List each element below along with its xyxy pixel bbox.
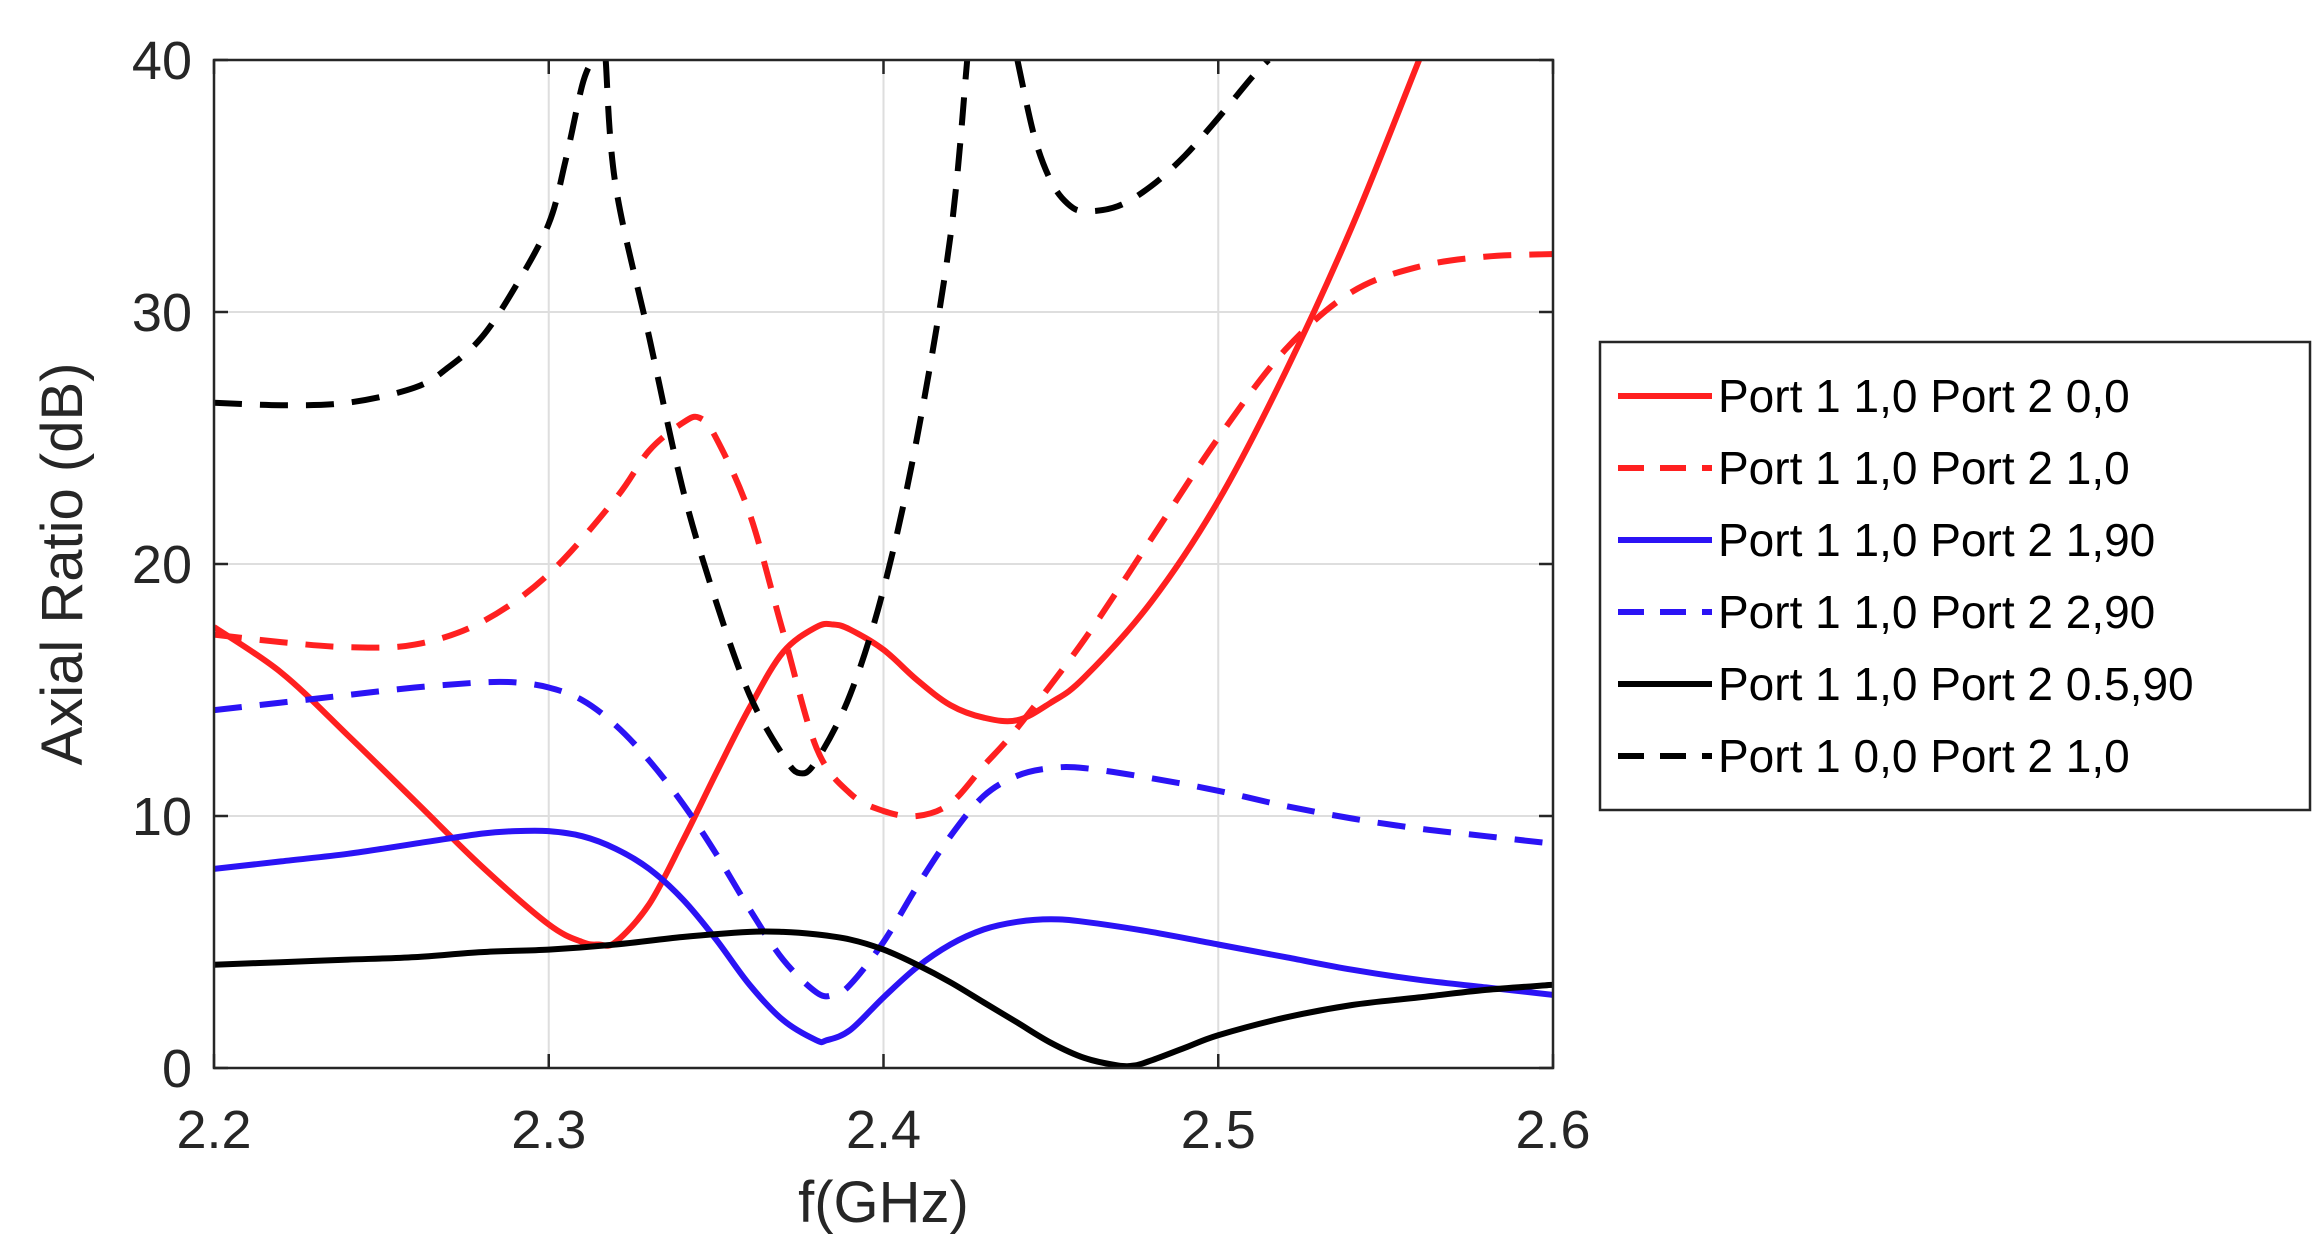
y-tick-label: 0 <box>162 1039 192 1099</box>
y-axis-label: Axial Ratio (dB) <box>30 363 95 766</box>
legend-entry-label: Port 1 0,0 Port 2 1,0 <box>1718 730 2130 782</box>
x-tick-label: 2.2 <box>176 1100 251 1160</box>
legend-entry-label: Port 1 1,0 Port 2 2,90 <box>1718 586 2155 638</box>
x-axis-label: f(GHz) <box>798 1170 969 1235</box>
axis-ticks: 2.2 2.3 2.4 2.5 2.6 0 10 20 30 40 <box>132 31 1591 1160</box>
legend-entry-label: Port 1 1,0 Port 2 0,0 <box>1718 370 2130 422</box>
legend-entry-label: Port 1 1,0 Port 2 0.5,90 <box>1718 658 2194 710</box>
x-tick-label: 2.4 <box>846 1100 921 1160</box>
y-tick-label: 30 <box>132 283 192 343</box>
series-line-6 <box>214 60 596 409</box>
series-line-4 <box>214 678 1553 1000</box>
x-tick-label: 2.5 <box>1181 1100 1256 1160</box>
x-tick-label: 2.6 <box>1515 1100 1590 1160</box>
series-line-3 <box>214 827 1553 1046</box>
y-tick-label: 40 <box>132 31 192 91</box>
series-line-6 <box>1014 60 1271 215</box>
series-line-5 <box>214 928 1553 1068</box>
legend: Port 1 1,0 Port 2 0,0 Port 1 1,0 Port 2 1… <box>1598 340 2312 812</box>
legend-box <box>1598 340 2312 812</box>
legend-entry-label: Port 1 1,0 Port 2 1,90 <box>1718 514 2155 566</box>
legend-entry-label: Port 1 1,0 Port 2 1,0 <box>1718 442 2130 494</box>
x-tick-label: 2.3 <box>511 1100 586 1160</box>
series-line-2 <box>214 251 1553 820</box>
y-tick-label: 10 <box>132 787 192 847</box>
y-tick-label: 20 <box>132 535 192 595</box>
series-line-1 <box>214 60 1422 949</box>
series-line-6 <box>602 60 971 777</box>
series-lines <box>214 60 1553 1068</box>
